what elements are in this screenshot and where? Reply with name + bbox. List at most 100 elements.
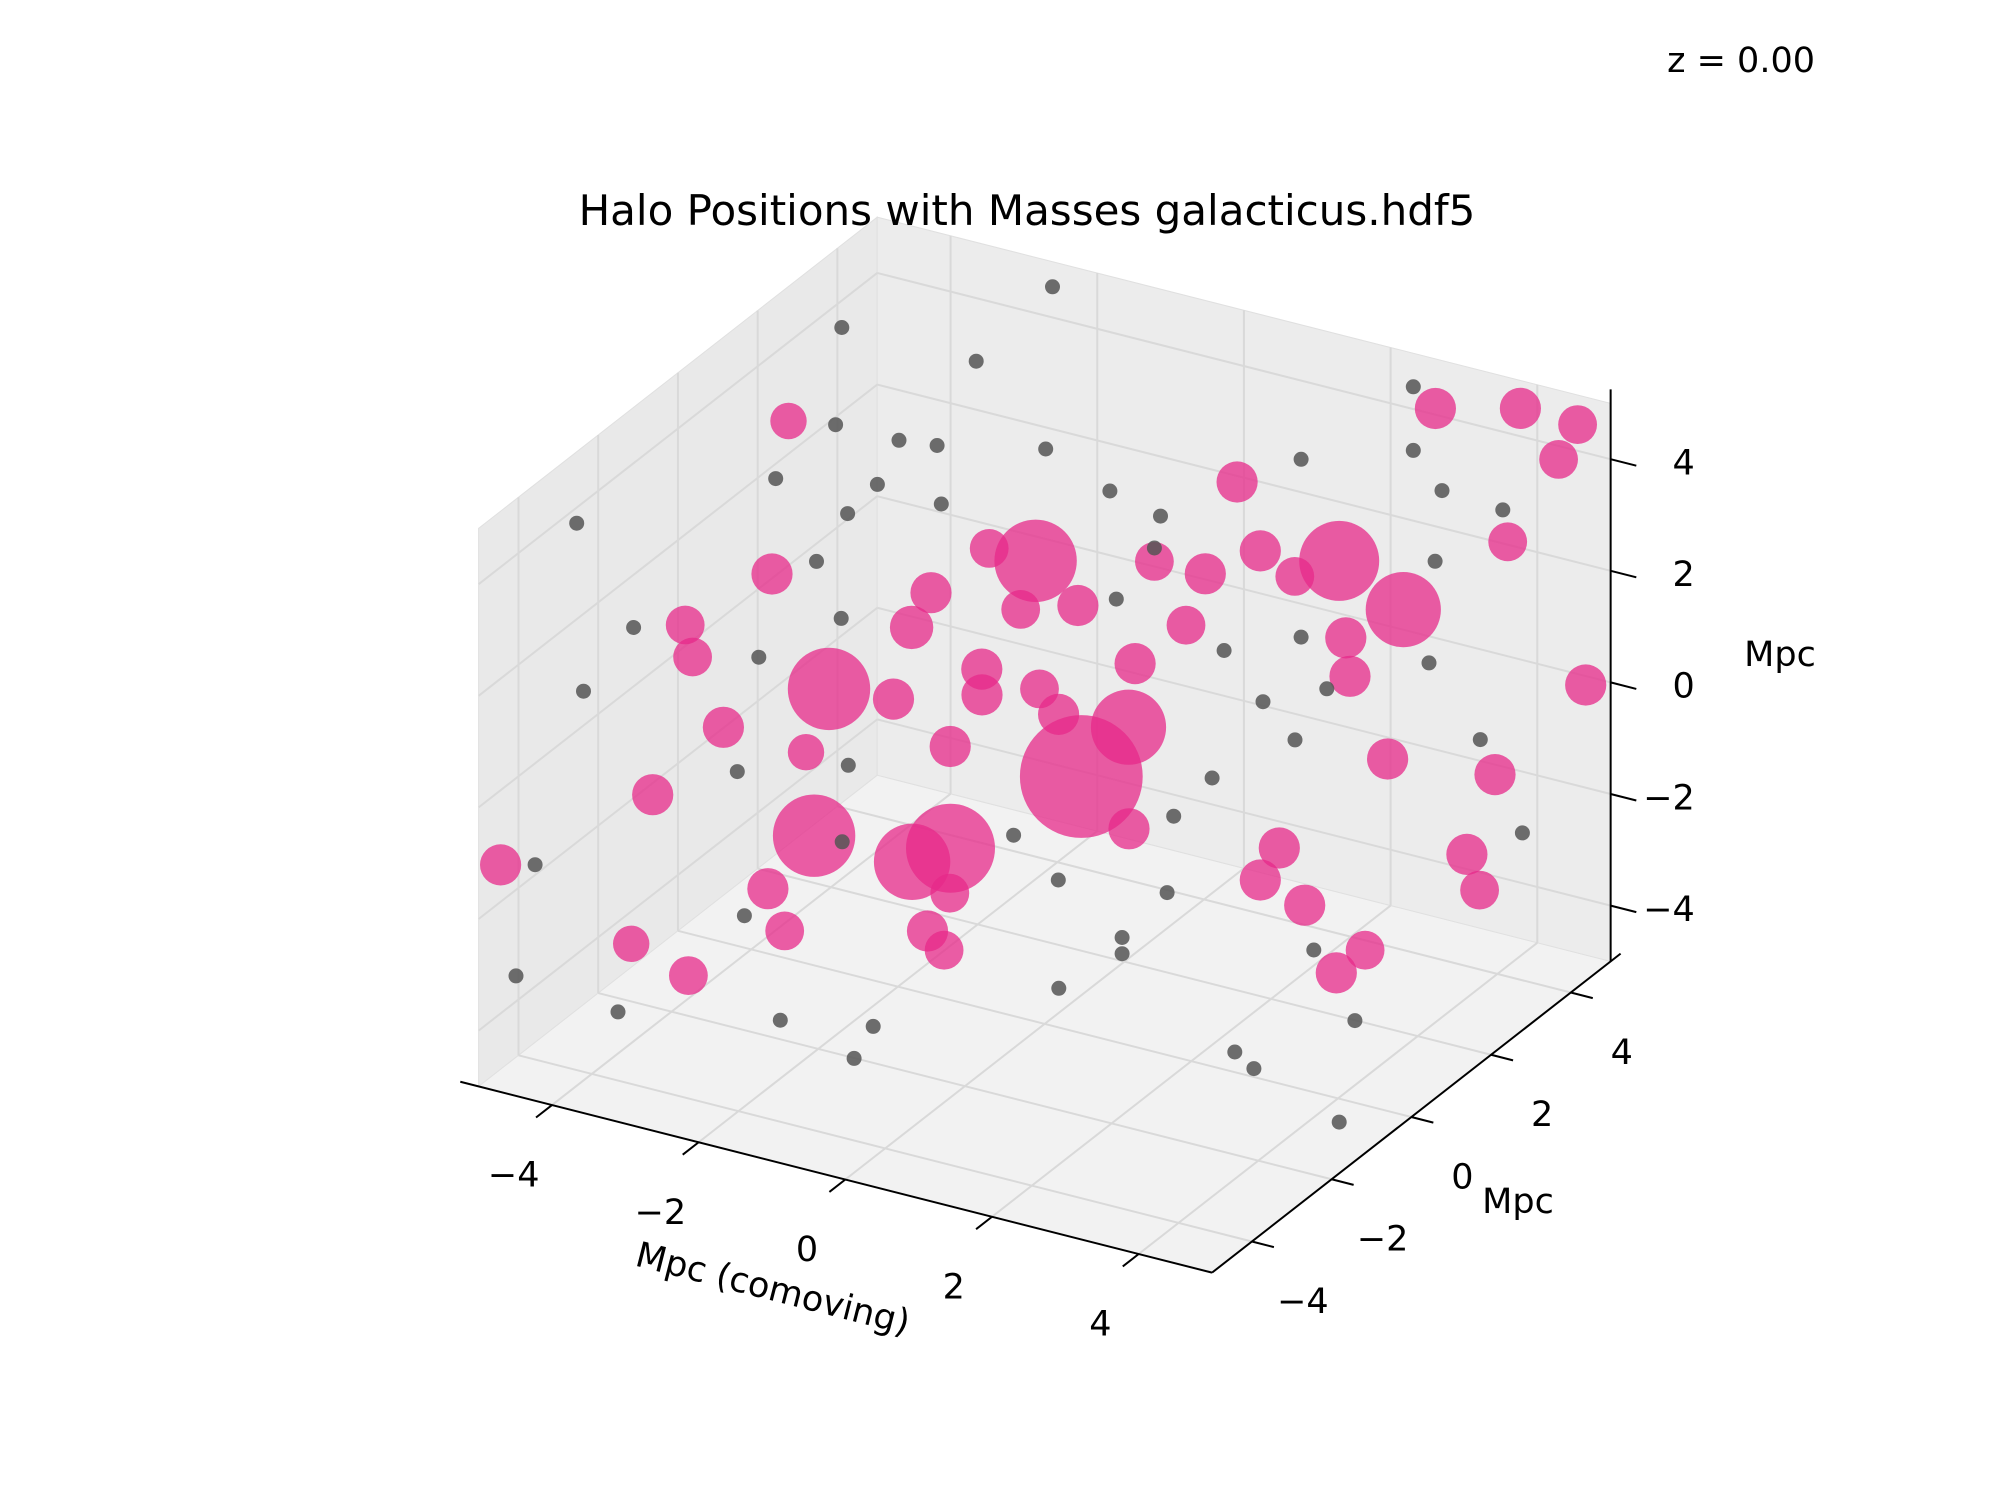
- halo-point: [865, 1018, 881, 1034]
- halo-point: [736, 908, 752, 924]
- y-tick: [1411, 1116, 1434, 1124]
- halo-point: [626, 620, 642, 635]
- halo-point: [765, 911, 805, 951]
- halo-point: [872, 678, 915, 720]
- halo-point: [1045, 279, 1060, 295]
- halo-point: [1038, 693, 1080, 736]
- halo-point: [632, 774, 674, 816]
- grid-line: [876, 495, 1611, 684]
- halo-point: [1495, 502, 1511, 518]
- halo-point: [929, 725, 971, 768]
- z-tick: [1610, 904, 1637, 914]
- halo-point: [1514, 825, 1530, 841]
- axes: −4 −2 0 2 4 −4 −2 0 2 4 −4 −2 0 2 4: [460, 389, 1695, 1345]
- halo-point: [1434, 483, 1450, 499]
- halo-point: [1006, 827, 1022, 843]
- y-tick: [1570, 991, 1594, 1000]
- halo-point: [933, 496, 949, 512]
- halo-point: [891, 432, 907, 448]
- halo-point: [1166, 808, 1182, 824]
- y-axis-label: Mpc: [1482, 1182, 1554, 1222]
- halo-point: [834, 320, 850, 335]
- halo-point: [1216, 461, 1258, 503]
- y-tick: [1490, 1053, 1514, 1062]
- halo-point: [961, 648, 1003, 690]
- halo-point: [969, 529, 1009, 568]
- halo-point: [889, 605, 934, 650]
- halo-point: [1427, 553, 1443, 569]
- halo-point: [1135, 542, 1174, 581]
- halo-point: [1239, 530, 1281, 572]
- z-tick: [1610, 569, 1637, 579]
- halo-point: [929, 438, 945, 453]
- x-tick: [975, 1215, 993, 1231]
- x-tick-label: −4: [488, 1156, 540, 1196]
- halo-point: [1204, 770, 1220, 786]
- halo-point: [1114, 643, 1156, 685]
- halo-point: [669, 956, 708, 995]
- halo-point: [1146, 540, 1162, 556]
- halo-point: [1565, 664, 1607, 706]
- halo-point: [768, 471, 784, 487]
- z-tick-label: 4: [1673, 443, 1695, 483]
- halo-point: [576, 683, 591, 699]
- halo-point: [1499, 387, 1541, 429]
- halo-point: [840, 506, 856, 522]
- marks: [480, 279, 1607, 1130]
- x-axis-line: [460, 1080, 1213, 1274]
- halo-point: [910, 572, 952, 614]
- halo-point: [729, 764, 745, 780]
- halo-point: [1275, 557, 1315, 596]
- halo-point: [1258, 827, 1300, 869]
- halo-point: [1293, 451, 1309, 467]
- halo-point: [613, 925, 650, 962]
- halo-point: [1488, 522, 1528, 562]
- halo-point: [833, 610, 849, 626]
- grid-line: [478, 383, 878, 697]
- halo-point: [527, 857, 543, 873]
- z-axis-label: Mpc: [1744, 635, 1816, 675]
- halo-point: [480, 844, 522, 886]
- halo-point: [1472, 732, 1488, 748]
- x-tick-label: −2: [635, 1193, 687, 1233]
- z-tick: [1610, 458, 1637, 467]
- halo-point: [1293, 629, 1309, 645]
- y-tick-label: −4: [1277, 1282, 1329, 1322]
- grid-line: [677, 929, 1412, 1118]
- halo-point: [1315, 952, 1357, 994]
- halo-point: [968, 353, 984, 369]
- halo-point: [1090, 689, 1167, 765]
- halo-point: [787, 647, 871, 731]
- halo-point: [869, 476, 885, 492]
- halo-point: [828, 417, 844, 433]
- halo-point: [569, 515, 585, 531]
- grid-line: [478, 272, 878, 585]
- halo-point: [1108, 591, 1124, 607]
- grid-line: [597, 992, 1332, 1181]
- x-tick-label: 2: [943, 1267, 965, 1307]
- z-tick: [1610, 681, 1637, 690]
- halo-point: [1306, 942, 1322, 958]
- z-tick-label: 2: [1673, 555, 1695, 595]
- halo-point: [787, 734, 825, 771]
- halo-point: [1159, 885, 1175, 901]
- grid-line: [478, 718, 878, 1032]
- halo-point: [1216, 643, 1232, 658]
- halo-point: [1460, 870, 1499, 910]
- halo-point: [1414, 387, 1456, 430]
- halo-point: [1246, 1061, 1262, 1077]
- halo-point: [1345, 930, 1385, 970]
- grid-line: [876, 271, 1611, 461]
- z-tick: [1610, 793, 1637, 802]
- y-tick-label: 2: [1531, 1095, 1553, 1135]
- annotation: z = 0.00: [1667, 41, 1815, 81]
- halo-point: [665, 605, 705, 645]
- y-tick-label: 4: [1611, 1033, 1633, 1073]
- halo-point: [1050, 872, 1066, 888]
- x-tick: [682, 1141, 700, 1156]
- halo-point: [1287, 732, 1303, 748]
- halo-point: [846, 1050, 862, 1066]
- halo-point: [1239, 859, 1281, 901]
- halo-point: [702, 706, 745, 748]
